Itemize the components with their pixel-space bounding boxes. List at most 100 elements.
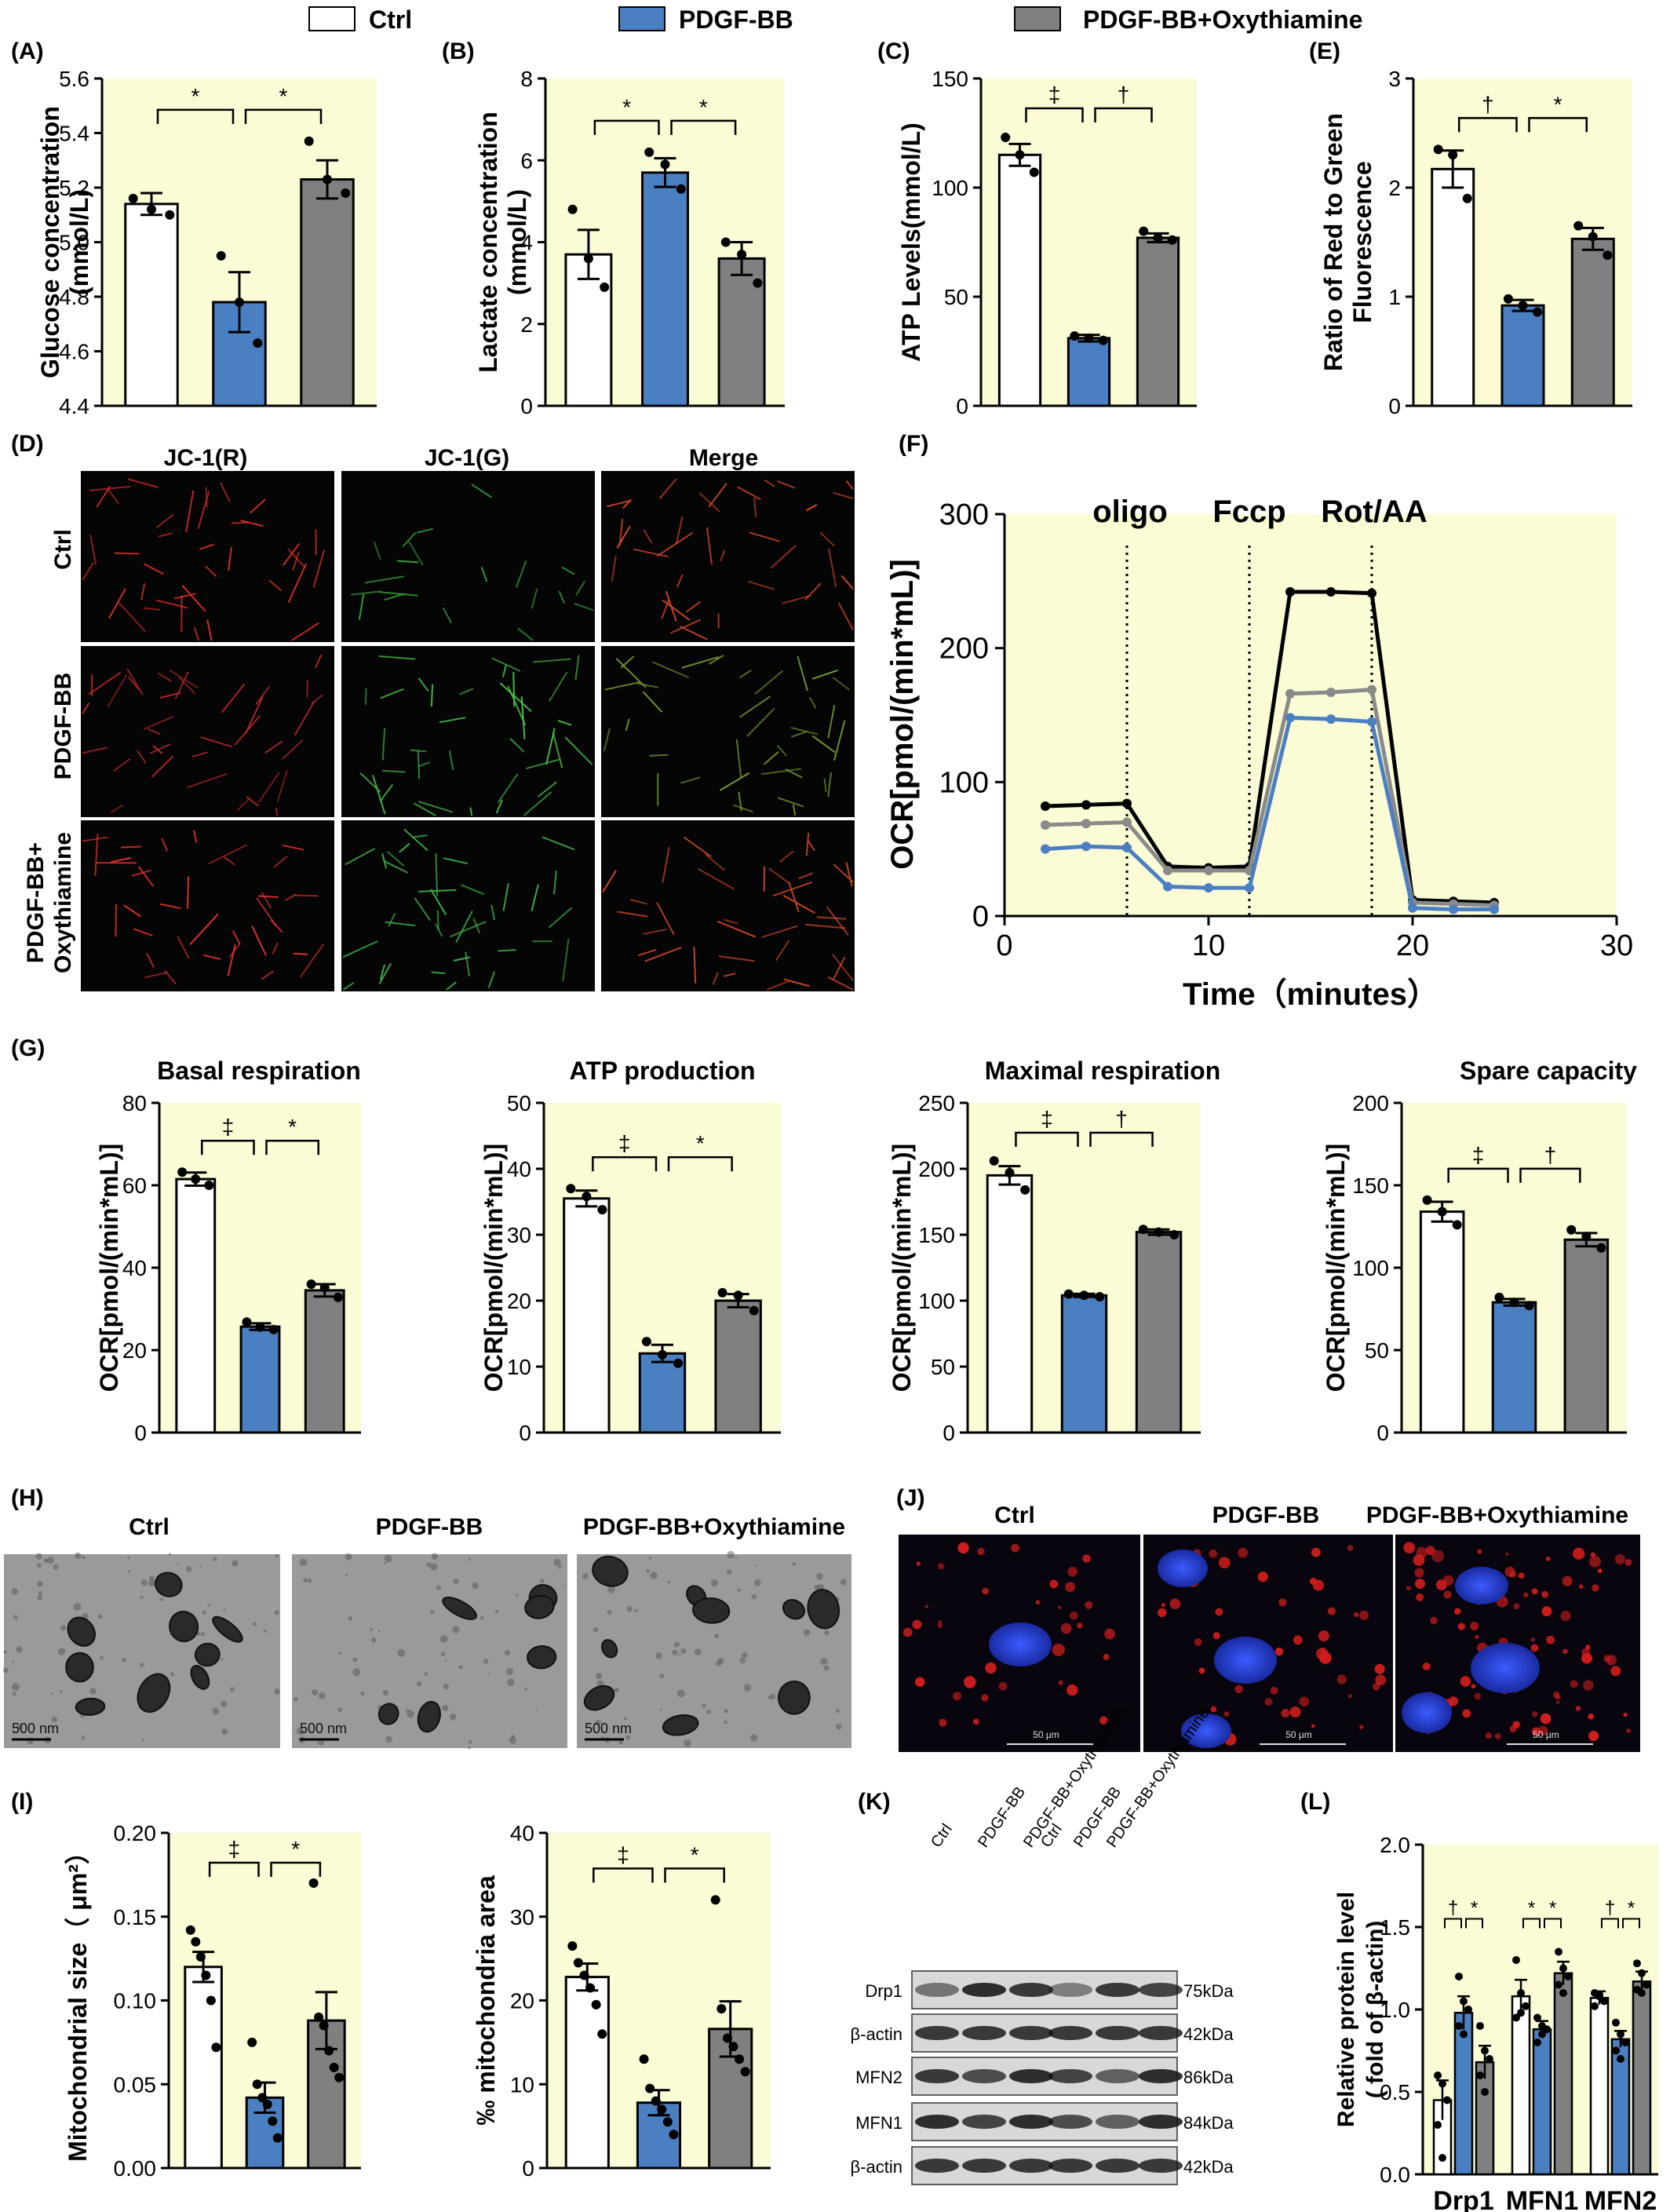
bar-panel-i1: (I) Mitochondrial size（ μm²） 0.00 0.05 0.10 0… [11, 1789, 361, 2181]
cell-filament [808, 696, 817, 709]
texture-dot [274, 1688, 280, 1695]
image-frame [577, 1554, 851, 1748]
cell-filament [782, 894, 815, 914]
cell-filament [564, 736, 593, 765]
mitochondria-signal [1085, 1601, 1093, 1609]
cell-filament [88, 671, 122, 695]
mitochondrion [442, 1597, 477, 1620]
panel-letter-f: (F) [899, 431, 928, 457]
data-point [1643, 1980, 1650, 1989]
cell-filament [604, 681, 641, 691]
cell-filament [120, 845, 141, 849]
cell-filament [706, 527, 713, 565]
cell-filament [261, 891, 272, 909]
series-point [1449, 904, 1458, 914]
cell-filament [446, 981, 457, 991]
panel-letter-h: (H) [11, 1485, 44, 1511]
mitochondria-signal [998, 1681, 1008, 1691]
cell-filament [257, 772, 280, 804]
data-point [1533, 307, 1543, 317]
data-point [641, 1337, 651, 1347]
cell-filament [82, 561, 95, 581]
cell-filament [718, 955, 755, 962]
series-line [1045, 687, 1495, 907]
data-point [1633, 1959, 1641, 1968]
cell-filament [314, 654, 323, 669]
texture-dot [207, 1604, 211, 1608]
mitochondrion [592, 1555, 629, 1587]
mitochondria-signal [1057, 1605, 1062, 1610]
data-point [1638, 1989, 1646, 1997]
bar [1135, 1231, 1183, 1434]
texture-dot [12, 1682, 20, 1691]
texture-dot [582, 1573, 589, 1579]
cell-filament [358, 593, 365, 620]
texture-dot [140, 1595, 144, 1599]
cell-filament [89, 535, 97, 565]
cell-filament [110, 804, 124, 813]
significance-bracket [1522, 1918, 1541, 1929]
mitochondria-signal [1158, 1608, 1167, 1618]
image-frame [4, 1554, 280, 1748]
data-point [1600, 1997, 1608, 2006]
mitochondria-signal [1215, 1608, 1223, 1616]
panel-letter: (G) [11, 1035, 45, 1061]
scale-bar-label: 50 μm [1285, 1729, 1312, 1740]
legend-swatch-oxy [1014, 6, 1061, 31]
mitochondria-signal [985, 1662, 997, 1674]
texture-dot [706, 1709, 712, 1714]
series-line [1045, 715, 1494, 911]
series-point [1163, 882, 1172, 892]
confocal-image-row: 50 μm 50 μm 50 μm [899, 1535, 1640, 1752]
data-point [733, 1290, 743, 1301]
data-point [1005, 1168, 1015, 1178]
texture-dot [816, 1573, 823, 1580]
mitochondria-signal [1562, 1575, 1573, 1586]
data-point [722, 2033, 732, 2043]
mitochondria-signal [977, 1547, 985, 1556]
mitochondria-signal [953, 1692, 961, 1701]
y-tick-label: 0.20 [114, 1821, 157, 1845]
nucleus [1455, 1567, 1508, 1604]
y-axis-label: ‰ mitochondria area [472, 1875, 500, 2126]
data-point [324, 2046, 334, 2056]
texture-dot [159, 1597, 164, 1601]
texture-dot [673, 1641, 680, 1648]
mitochondria-signal [1592, 1584, 1599, 1592]
cell-filament [275, 808, 279, 816]
y-tick-label: 300 [939, 498, 989, 531]
data-point [1503, 294, 1513, 304]
mitochondria-signal [982, 1587, 989, 1595]
cell-filament [158, 672, 172, 682]
cell-filament [112, 757, 131, 772]
data-point [304, 136, 314, 146]
data-point [1001, 133, 1011, 143]
cell-filament [724, 918, 738, 925]
tem-image-2: 500 nm [577, 1550, 851, 1748]
mitochondria-signal [1513, 1603, 1520, 1610]
cell-filament [538, 781, 557, 798]
mitochondria-signal [1470, 1622, 1479, 1631]
blot-row: Drp1 75kDa [865, 1970, 1234, 2009]
texture-dot [539, 1579, 545, 1584]
cell-filament [408, 541, 424, 566]
significance-mark: † [1544, 1143, 1557, 1167]
texture-dot [684, 1739, 691, 1747]
cell-filament [562, 938, 570, 981]
cell-filament [372, 774, 386, 815]
data-point [314, 2012, 324, 2022]
texture-dot [504, 1650, 511, 1656]
texture-dot [431, 1553, 438, 1560]
y-tick-label: 0.05 [114, 2072, 157, 2097]
texture-dot [593, 1626, 599, 1633]
mitochondria-signal [1505, 1552, 1509, 1556]
mitochondrion [524, 1594, 555, 1619]
significance-mark: * [696, 1131, 705, 1155]
protein-band [962, 2115, 1006, 2129]
texture-dot [595, 1672, 603, 1680]
cell-filament [282, 542, 301, 566]
y-tick-label: 50 [507, 1091, 531, 1115]
bar [300, 178, 355, 407]
y-axis-label: (mmol/L) [65, 189, 93, 295]
